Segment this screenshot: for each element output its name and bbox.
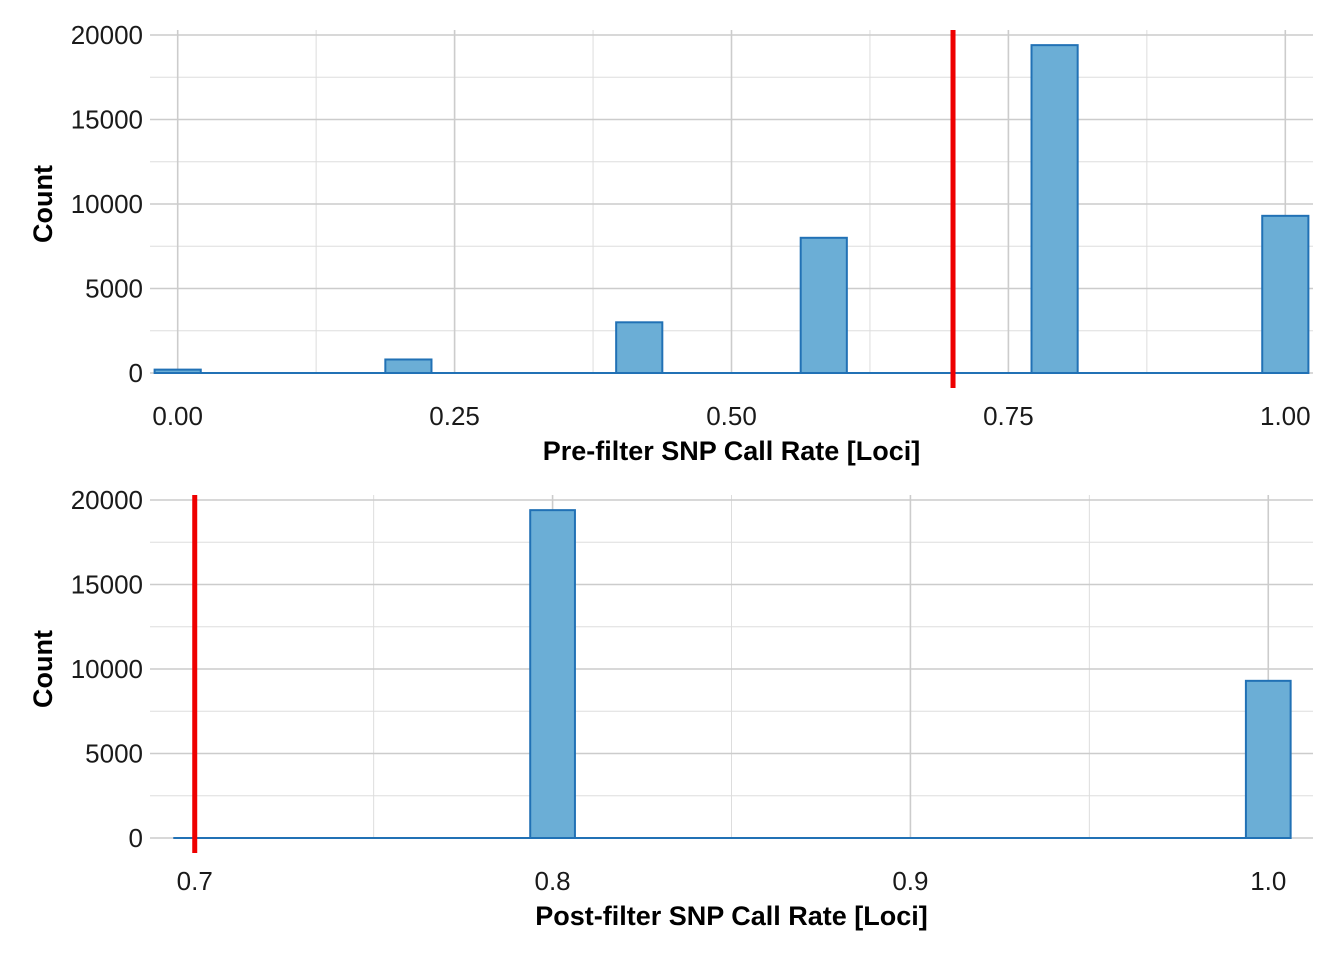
post-filter-x-tick-label: 0.8 (534, 866, 570, 896)
pre-filter-x-tick-label: 1.00 (1260, 401, 1311, 431)
pre-filter-histogram-bar (615, 321, 664, 374)
pre-filter-x-tick-label: 0.50 (706, 401, 757, 431)
post-filter-histogram-bar (1244, 679, 1292, 840)
pre-filter-y-axis-title: Count (28, 165, 58, 243)
post-filter-y-tick-label: 10000 (71, 654, 143, 684)
pre-filter-y-tick-label: 10000 (71, 189, 143, 219)
post-filter-x-axis-title: Post-filter SNP Call Rate [Loci] (535, 901, 928, 931)
pre-filter-histogram-bar (799, 236, 848, 374)
post-filter-histogram-bar (529, 509, 576, 839)
pre-filter-y-tick-label: 0 (129, 358, 143, 388)
pre-filter-histogram-panel: 0.00 0.25 0.50 0.75 1.00 0 5000 10000 15000 20000… (28, 20, 1313, 466)
pre-filter-histogram-bar (153, 368, 202, 374)
pre-filter-x-tick-label: 0.25 (429, 401, 480, 431)
pre-filter-y-tick-label: 20000 (71, 20, 143, 50)
post-filter-y-tick-label: 15000 (71, 570, 143, 600)
post-filter-x-tick-label: 1.0 (1250, 866, 1286, 896)
pre-filter-histogram-bar (384, 358, 433, 375)
pre-filter-y-tick-label: 5000 (85, 274, 143, 304)
post-filter-y-tick-label: 5000 (85, 739, 143, 769)
pre-filter-histogram-bar (1261, 214, 1310, 374)
pre-filter-x-tick-label: 0.00 (152, 401, 203, 431)
post-filter-y-tick-label: 20000 (71, 485, 143, 515)
post-filter-x-tick-label: 0.9 (892, 866, 928, 896)
post-filter-x-tick-label: 0.7 (177, 866, 213, 896)
post-filter-y-tick-label: 0 (129, 823, 143, 853)
pre-filter-histogram-bar (1030, 44, 1079, 374)
pre-filter-y-tick-label: 15000 (71, 105, 143, 135)
post-filter-histogram-panel: 0.7 0.8 0.9 1.0 0 5000 10000 15000 20000 Post-fil… (28, 485, 1313, 931)
post-filter-y-axis-title: Count (28, 630, 58, 708)
pre-filter-x-tick-label: 0.75 (983, 401, 1034, 431)
pre-filter-x-axis-title: Pre-filter SNP Call Rate [Loci] (543, 436, 921, 466)
